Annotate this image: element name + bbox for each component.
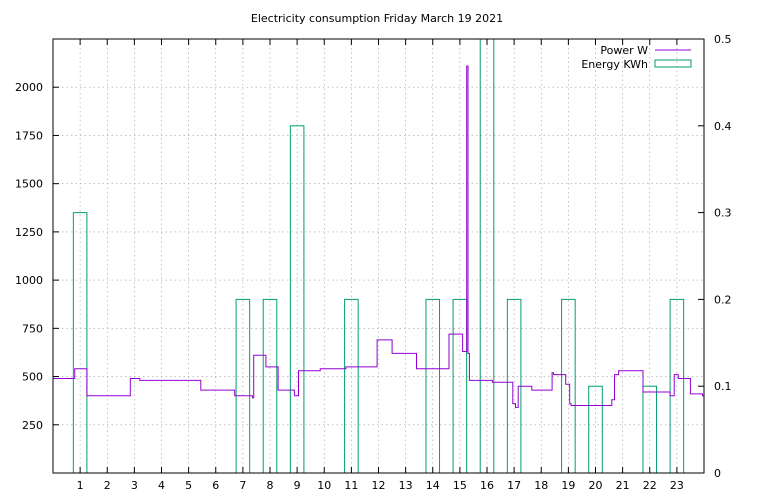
legend: Power W Energy KWh (581, 44, 692, 71)
x-tick-label: 7 (239, 479, 246, 492)
y-tick-label: 1250 (15, 226, 43, 239)
x-tick-label: 22 (643, 479, 657, 492)
x-tick-label: 10 (317, 479, 331, 492)
x-tick-label: 9 (294, 479, 301, 492)
power-line (53, 65, 704, 408)
x-tick-label: 17 (507, 479, 521, 492)
y2-tick-label: 0 (714, 467, 721, 480)
x-tick-label: 8 (267, 479, 274, 492)
power-line-group (53, 65, 704, 408)
energy-bar (289, 125, 305, 474)
x-tick-label: 20 (589, 479, 603, 492)
x-tick-label: 14 (426, 479, 440, 492)
y2-tick-label: 0.4 (714, 120, 732, 133)
x-tick-label: 2 (104, 479, 111, 492)
y-tick-label: 1750 (15, 129, 43, 142)
x-tick-label: 3 (131, 479, 138, 492)
legend-label-power: Power W (600, 44, 648, 57)
chart-title: Electricity consumption Friday March 19 … (251, 12, 503, 25)
y-tick-label: 750 (22, 322, 43, 335)
x-tick-label: 21 (616, 479, 630, 492)
legend-label-energy: Energy KWh (581, 58, 648, 71)
x-tick-label: 12 (372, 479, 386, 492)
y2-tick-label: 0.3 (714, 207, 732, 220)
x-tick-label: 16 (480, 479, 494, 492)
y2-tick-label: 0.5 (714, 33, 732, 46)
axis-ticks: 1 2 3 4 5 6 7 8 9 10 11 12 13 14 15 16 17 18 19 20 21 22 23250… (15, 33, 732, 492)
x-tick-label: 6 (212, 479, 219, 492)
x-tick-label: 18 (534, 479, 548, 492)
y-tick-label: 250 (22, 419, 43, 432)
y2-tick-label: 0.1 (714, 380, 732, 393)
y-tick-label: 500 (22, 371, 43, 384)
x-tick-label: 15 (453, 479, 467, 492)
legend-swatch-energy (654, 59, 692, 68)
y-tick-label: 1000 (15, 274, 43, 287)
x-tick-label: 19 (561, 479, 575, 492)
y-tick-label: 1500 (15, 178, 43, 191)
y-tick-label: 2000 (15, 81, 43, 94)
y2-tick-label: 0.2 (714, 293, 732, 306)
x-tick-label: 4 (158, 479, 165, 492)
x-tick-label: 13 (399, 479, 413, 492)
x-tick-label: 5 (185, 479, 192, 492)
x-tick-label: 23 (670, 479, 684, 492)
grid (53, 39, 704, 473)
x-tick-label: 1 (77, 479, 84, 492)
x-tick-label: 11 (344, 479, 358, 492)
